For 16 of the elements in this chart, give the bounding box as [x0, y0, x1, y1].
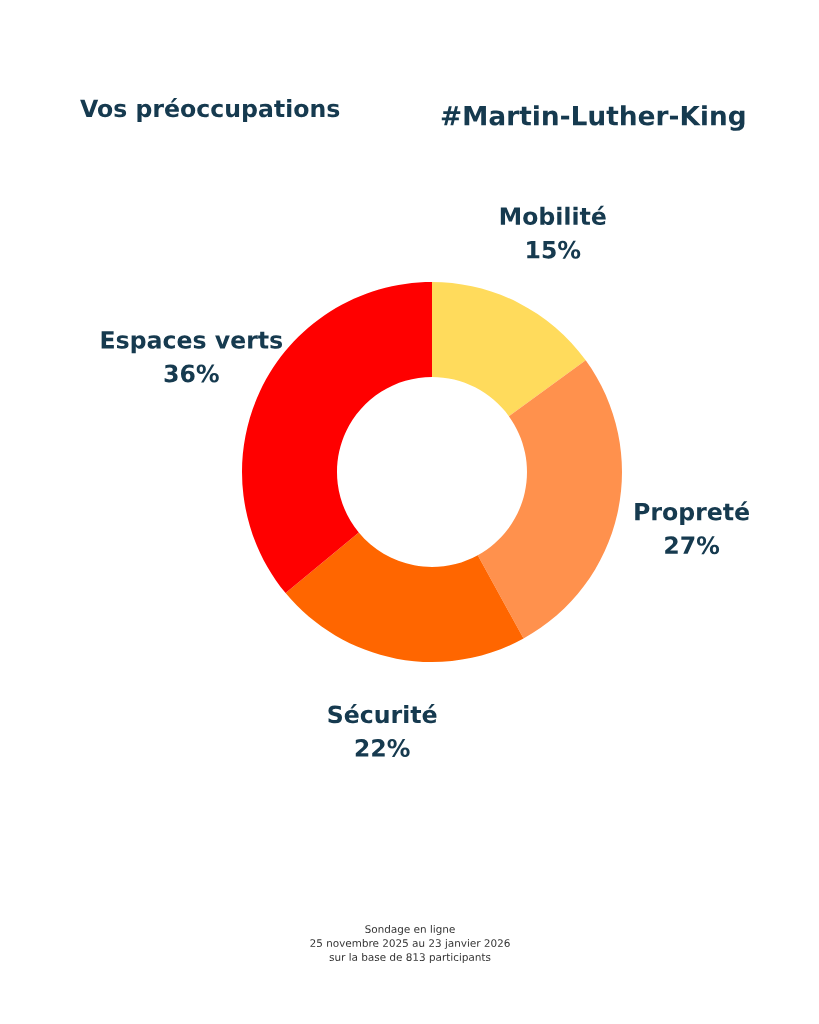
chart-subtitle: #Martin-Luther-King — [441, 105, 745, 131]
chart-title: Vos préoccupations — [80, 98, 340, 122]
data-label: 36% — [164, 364, 219, 383]
slice-label: Espaces verts — [101, 331, 283, 354]
donut-slice — [285, 532, 524, 662]
donut-slice — [432, 282, 586, 417]
slice-label: Propreté — [635, 501, 749, 526]
text: 25 novembre 2025 au 23 janvier 2026 — [310, 938, 510, 950]
donut-slice — [477, 360, 622, 639]
data-label: 15% — [527, 240, 581, 259]
text: sur la base de 813 participants — [329, 952, 491, 964]
data-label: 22% — [355, 739, 410, 757]
slice-label: Mobilité — [500, 205, 606, 226]
slice-label: Sécurité — [328, 704, 437, 724]
data-label: 27% — [665, 536, 720, 555]
text: Sondage en ligne — [365, 924, 455, 936]
